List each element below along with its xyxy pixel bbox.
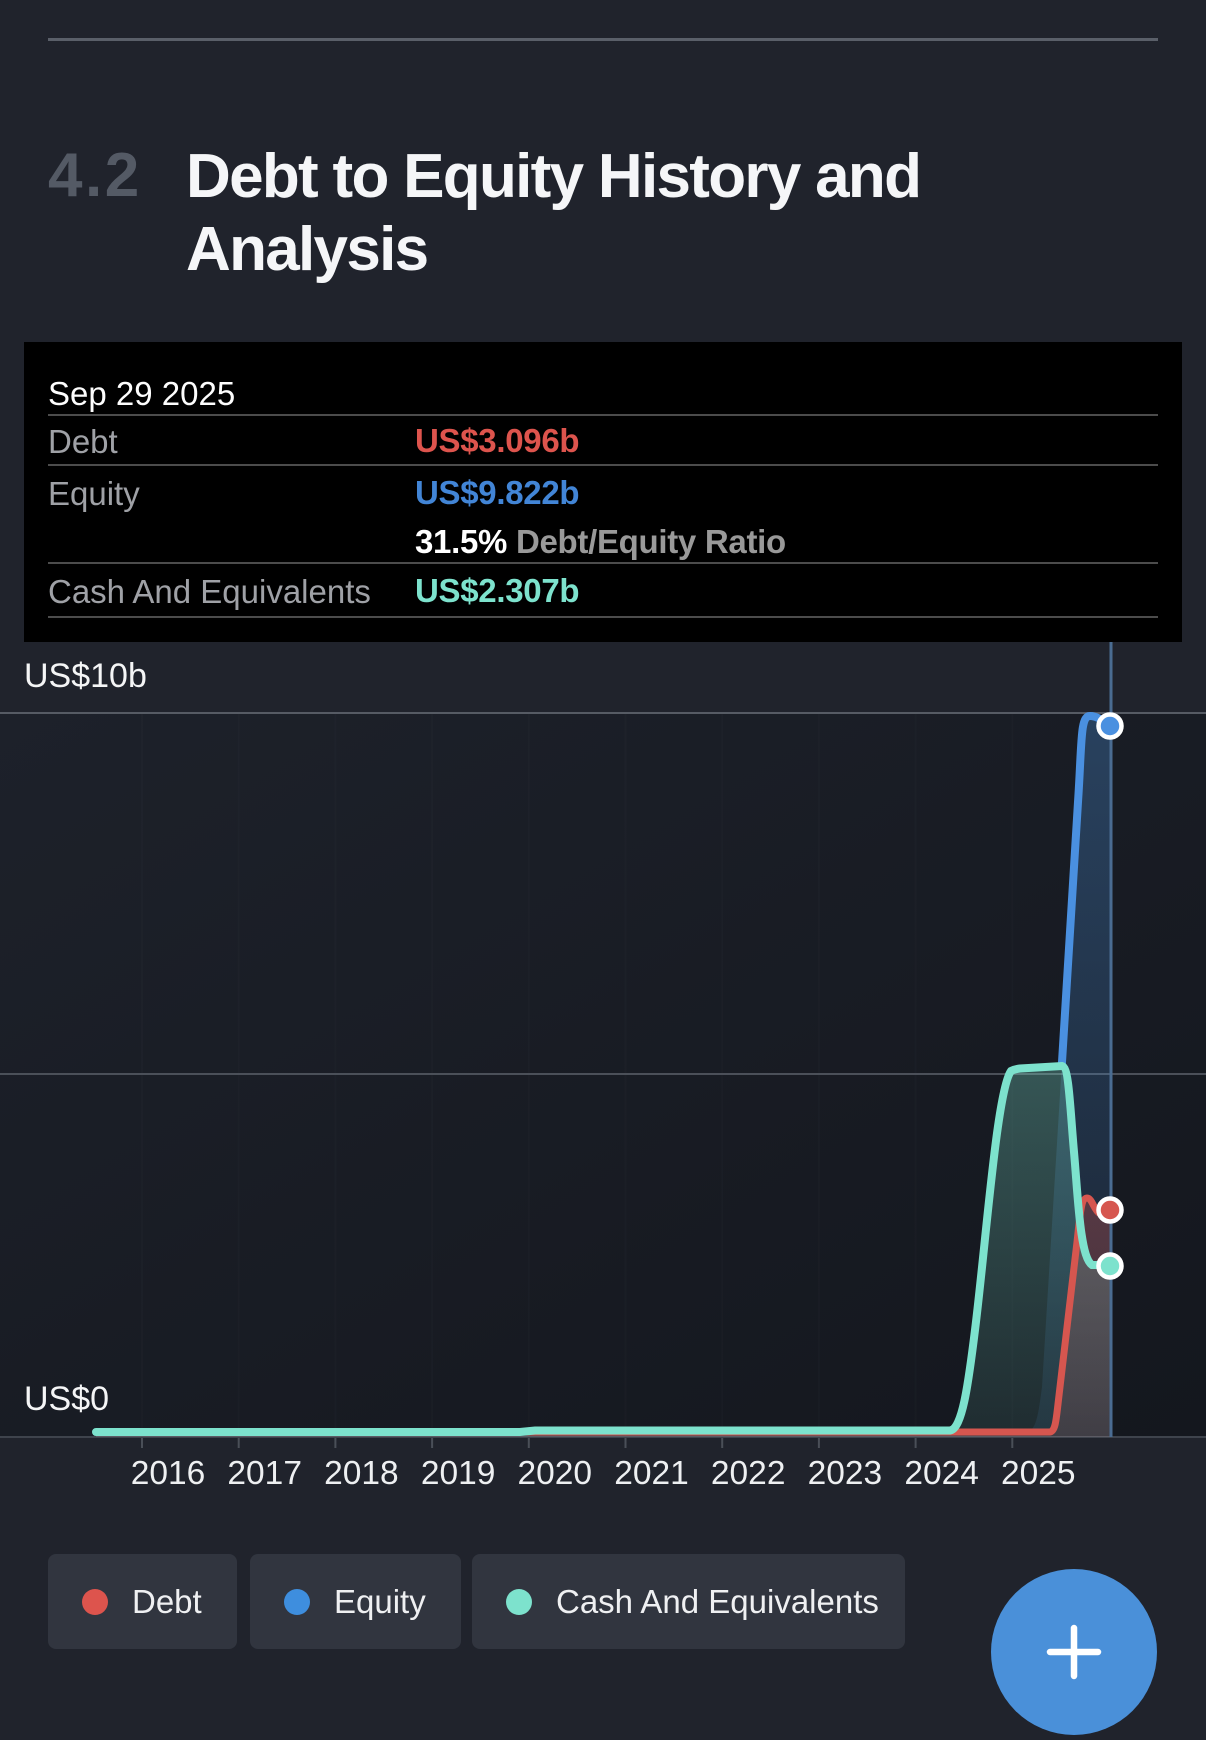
svg-text:2024: 2024 xyxy=(904,1455,979,1492)
svg-text:2019: 2019 xyxy=(421,1455,496,1492)
svg-text:2016: 2016 xyxy=(131,1455,206,1492)
svg-text:2022: 2022 xyxy=(711,1455,786,1492)
svg-text:2023: 2023 xyxy=(808,1455,883,1492)
svg-text:2017: 2017 xyxy=(227,1455,302,1492)
svg-text:2020: 2020 xyxy=(518,1455,593,1492)
svg-text:2018: 2018 xyxy=(324,1455,399,1492)
svg-text:US$10b: US$10b xyxy=(24,657,147,695)
svg-text:2021: 2021 xyxy=(614,1455,689,1492)
svg-text:2025: 2025 xyxy=(1001,1455,1076,1492)
svg-text:US$0: US$0 xyxy=(24,1380,109,1418)
